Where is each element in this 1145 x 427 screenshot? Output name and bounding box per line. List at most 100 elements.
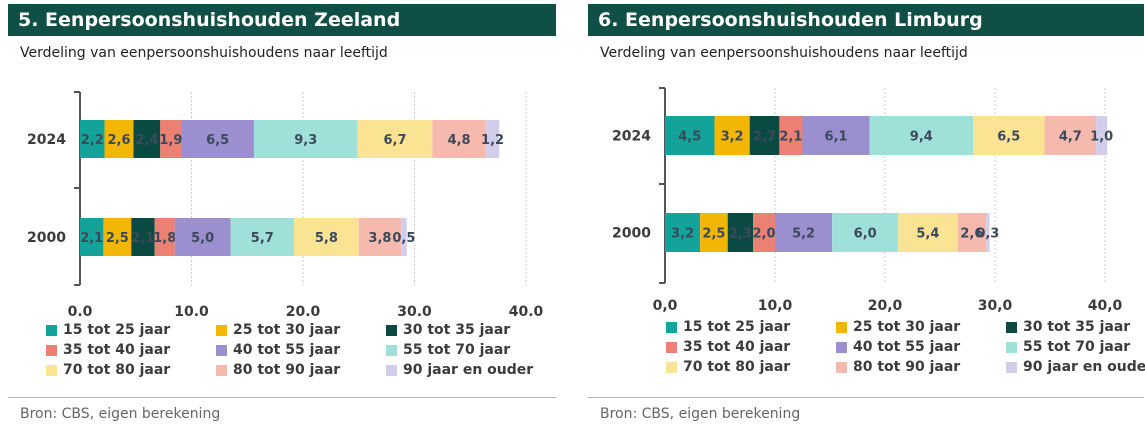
bar-segment [104,120,134,158]
x-tick-label: 10.0 [174,304,209,320]
data-label: 3,2 [671,227,694,242]
data-label: 2,7 [753,130,776,145]
divider [588,397,1144,398]
bar-segment [986,213,990,252]
legend-label: 35 tot 40 jaar [63,342,171,358]
x-tick-label: 20,0 [868,298,903,314]
data-label: 3,8 [368,231,391,246]
chart-subtitle: Verdeling van eenpersoonshuishoudens naa… [20,45,388,61]
legend-item: 30 tot 35 jaar [386,322,510,338]
source-note: Bron: CBS, eigen berekening [20,406,221,422]
legend-swatch [216,344,227,356]
category-label: 2024 [27,132,66,148]
data-label: 2,1 [80,231,103,246]
legend-swatch [386,364,397,376]
chart-panel-zeeland: 5. Eenpersoonshuishouden Zeeland Verdeli… [8,0,556,427]
legend-label: 40 tot 55 jaar [233,342,341,358]
bar-segment [714,116,750,155]
legend-swatch [836,341,847,353]
bar-segment [1096,116,1108,155]
bar-segment [103,218,132,256]
legend-item: 70 tot 80 jaar [46,362,170,378]
x-tick-label: 30.0 [397,304,432,320]
legend-swatch [666,321,677,333]
bar-segment [174,218,231,256]
bar-segment [485,120,500,158]
divider [8,397,556,398]
legend-item: 35 tot 40 jaar [46,342,170,358]
legend-swatch [836,361,847,373]
legend-label: 35 tot 40 jaar [683,339,791,355]
legend-item: 25 tot 30 jaar [836,319,960,335]
data-label: 2,0 [752,227,775,242]
data-label: 5,2 [792,227,815,242]
bar-segment [753,213,775,252]
bar-segment [357,120,433,158]
legend-item: 55 tot 70 jaar [386,342,510,358]
data-label: 2,2 [81,133,104,148]
data-label: 4,8 [448,133,471,148]
bar-segment [133,120,161,158]
legend-swatch [666,341,677,353]
data-label: 6,1 [825,130,848,145]
stacked-bar-chart-zeeland: 0.0 10.0 20.0 30.0 40.0 2024 2,2 2,6 2,4 1,9 6,5 9,… [27,91,544,320]
legend-item: 25 tot 30 jaar [216,322,340,338]
legend-label: 80 tot 90 jaar [233,362,341,378]
x-tick-label: 0,0 [653,298,678,314]
data-label: 2,1 [779,130,802,145]
legend-swatch [46,364,57,376]
data-label: 2,6 [960,227,983,242]
data-label: 1,8 [153,231,176,246]
bar-segment [401,218,407,256]
data-label: 9,4 [910,130,933,145]
legend-item: 90 jaar en ouder [1006,359,1145,375]
legend-label: 25 tot 30 jaar [853,319,961,335]
x-tick-label: 30,0 [978,298,1013,314]
bar-segment [802,116,870,155]
data-label: 0,5 [392,231,415,246]
legend-label: 80 tot 90 jaar [853,359,961,375]
bar-segment [957,213,987,252]
bar-segment [898,213,958,252]
data-label: 6,7 [383,133,406,148]
legend-item: 40 tot 55 jaar [216,342,340,358]
source-note: Bron: CBS, eigen berekening [600,406,801,422]
bar-segment [832,213,899,252]
data-label: 2,3 [729,227,752,242]
bar-segment [160,120,182,158]
bar-segment [727,213,753,252]
data-label: 2,5 [106,231,129,246]
legend-swatch [1006,321,1017,333]
legend-label: 70 tot 80 jaar [63,362,171,378]
category-label: 2024 [612,129,651,145]
bar-segment [253,120,358,158]
bar-segment [432,120,486,158]
legend-swatch [666,361,677,373]
data-label: 6,5 [206,133,229,148]
stacked-bar-chart-limburg: 0,0 10,0 20,0 30,0 40,0 2024 4,5 3,2 2,7 2,1 6,1 9,… [612,87,1123,314]
legend-label: 70 tot 80 jaar [683,359,791,375]
legend-swatch [216,324,227,336]
legend-swatch [386,324,397,336]
data-label: 4,5 [678,130,701,145]
legend-label: 90 jaar en ouder [1023,359,1145,375]
data-label: 2,1 [131,231,154,246]
data-label: 1,2 [481,133,504,148]
legend-swatch [46,324,57,336]
legend-label: 15 tot 25 jaar [683,319,791,335]
legend-swatch [216,364,227,376]
data-label: 2,5 [702,227,725,242]
bar-segment [775,213,833,252]
legend-label: 15 tot 25 jaar [63,322,171,338]
legend-item: 80 tot 90 jaar [836,359,960,375]
legend-item: 40 tot 55 jaar [836,339,960,355]
legend-item: 35 tot 40 jaar [666,339,790,355]
data-label: 5,8 [315,231,338,246]
chart-panel-limburg: 6. Eenpersoonshuishouden Limburg Verdeli… [588,0,1145,427]
bar-segment [779,116,803,155]
legend-swatch [386,344,397,356]
legend-item: 55 tot 70 jaar [1006,339,1130,355]
bar-segment [80,120,105,158]
bar-segment [131,218,155,256]
legend-label: 30 tot 35 jaar [403,322,511,338]
